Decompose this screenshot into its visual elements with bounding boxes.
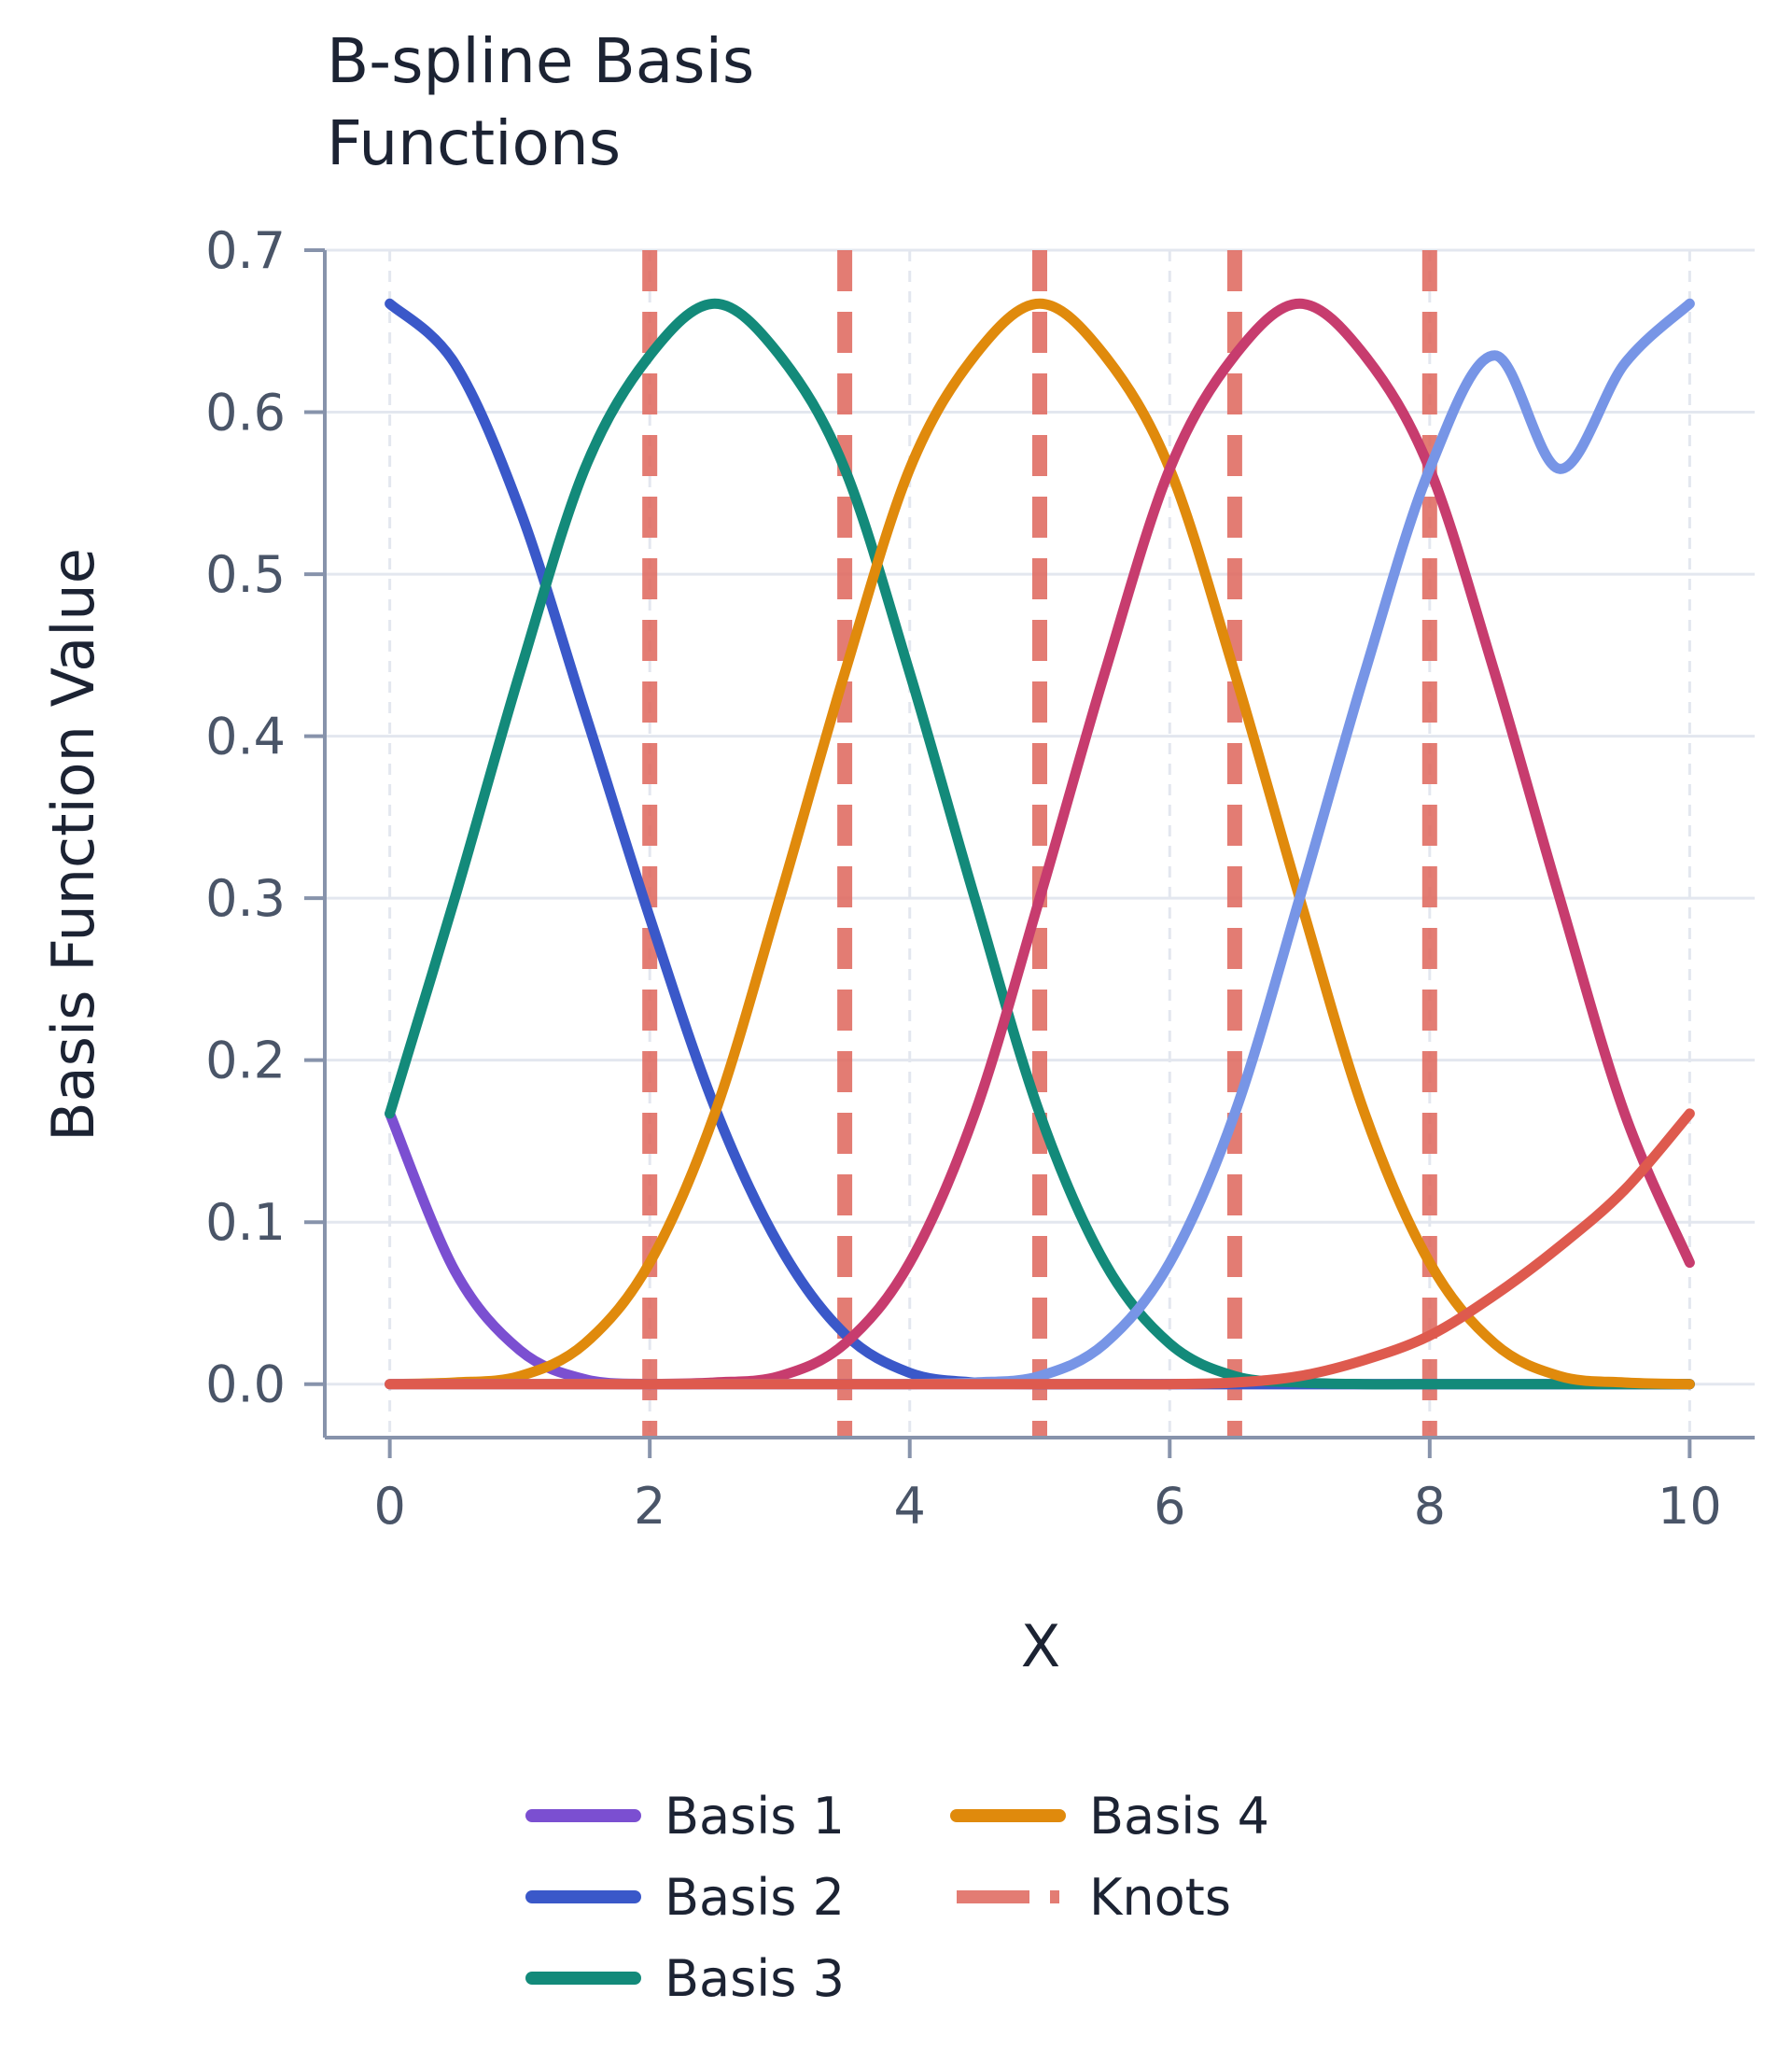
x-tick-label: 10 (1658, 1477, 1722, 1536)
chart-title: B-spline Basis Functions (327, 25, 754, 179)
x-tick-label: 2 (634, 1477, 665, 1536)
y-tick-label: 0.5 (205, 545, 286, 604)
knot-lines (642, 250, 1437, 1438)
y-tick-label: 0.6 (205, 384, 286, 442)
chart-title-line-2: Functions (327, 107, 621, 179)
legend-item: Basis 4 (950, 1787, 1269, 1846)
axes (323, 250, 1755, 1439)
legend-item: Basis 1 (525, 1787, 845, 1846)
y-tick-label: 0.7 (205, 221, 286, 280)
series-line-3 (385, 298, 1695, 1390)
legend-label: Knots (1089, 1868, 1231, 1927)
legend-item: Basis 3 (525, 1949, 845, 2008)
x-tick-label: 8 (1414, 1477, 1446, 1536)
legend-label: Basis 2 (665, 1868, 845, 1927)
legend-label: Basis 1 (665, 1787, 845, 1846)
series-line-7 (385, 1108, 1695, 1390)
y-tick-labels: 0.0 0.1 0.2 0.3 0.4 0.5 0.6 0.7 (205, 221, 325, 1414)
y-tick-label: 0.1 (205, 1193, 286, 1252)
x-tick-label: 6 (1154, 1477, 1185, 1536)
series-line-4 (385, 298, 1695, 1390)
y-tick-label: 0.0 (205, 1355, 286, 1414)
y-axis-label: Basis Function Value (39, 548, 107, 1142)
y-tick-label: 0.4 (205, 708, 286, 766)
y-tick-label: 0.3 (205, 869, 286, 928)
x-tick-label: 0 (373, 1477, 405, 1536)
x-tick-labels: 0 2 4 6 8 10 (373, 1438, 1722, 1536)
y-tick-label: 0.2 (205, 1032, 286, 1090)
legend-item: Basis 2 (525, 1868, 845, 1927)
legend: Basis 1 Basis 2 Basis 3 Basis 4 Knots (525, 1787, 1269, 2008)
chart-title-line-1: B-spline Basis (327, 25, 754, 97)
legend-label: Basis 4 (1089, 1787, 1269, 1846)
x-tick-label: 4 (894, 1477, 926, 1536)
legend-label: Basis 3 (665, 1949, 845, 2008)
legend-item: Knots (957, 1868, 1231, 1927)
series-lines (385, 298, 1695, 1390)
x-axis-label: X (1021, 1612, 1060, 1680)
